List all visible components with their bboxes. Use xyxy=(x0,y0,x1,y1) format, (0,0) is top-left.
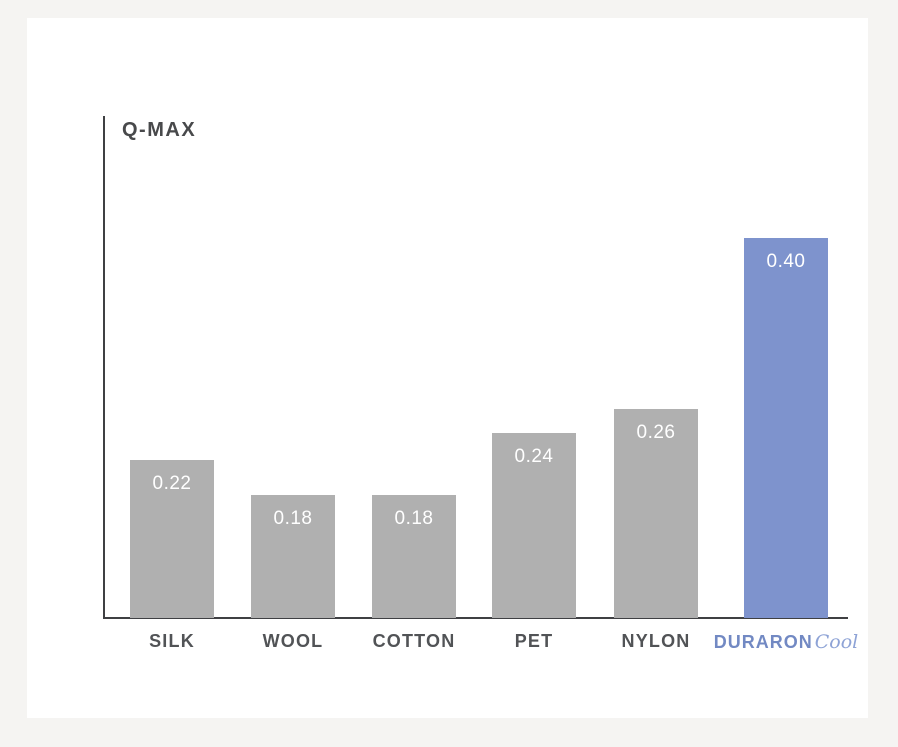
category-label-wool: WOOL xyxy=(208,631,378,652)
category-text: WOOL xyxy=(262,631,324,651)
bar-value-label-duraron: 0.40 xyxy=(766,251,806,272)
bar-duraron: 0.40 xyxy=(744,238,828,618)
bar-value-label-pet: 0.24 xyxy=(514,446,554,467)
category-label-silk: SILK xyxy=(87,631,257,652)
bar-value-label-silk: 0.22 xyxy=(152,473,192,494)
category-text: SILK xyxy=(149,631,195,651)
bar-value-label-wool: 0.18 xyxy=(273,508,313,529)
bar-value-label-cotton: 0.18 xyxy=(394,508,434,529)
chart-title: Q-MAX xyxy=(122,119,197,141)
y-axis-line xyxy=(103,116,105,619)
bar-cotton: 0.18 xyxy=(372,495,456,618)
chart-card: Q-MAX 0.22 0.18 0.18 0.24 0.26 0.40 SILK WOOL C… xyxy=(27,18,868,718)
brand-suffix-script-text: Cool xyxy=(814,631,859,653)
category-label-cotton: COTTON xyxy=(329,631,499,652)
bar-silk: 0.22 xyxy=(130,460,214,618)
category-label-pet: PET xyxy=(449,631,619,652)
x-axis-line xyxy=(103,617,848,619)
category-text: NYLON xyxy=(621,631,691,651)
bar-nylon: 0.26 xyxy=(614,409,698,618)
bar-wool: 0.18 xyxy=(251,495,335,618)
bar-value-label-nylon: 0.26 xyxy=(636,422,676,443)
category-label-nylon: NYLON xyxy=(571,631,741,652)
category-text: PET xyxy=(514,631,554,651)
bar-pet: 0.24 xyxy=(492,433,576,618)
category-text: COTTON xyxy=(372,631,456,651)
brand-name-text: DURARON xyxy=(713,632,813,652)
category-label-duraron: DURARON Cool xyxy=(701,631,871,653)
